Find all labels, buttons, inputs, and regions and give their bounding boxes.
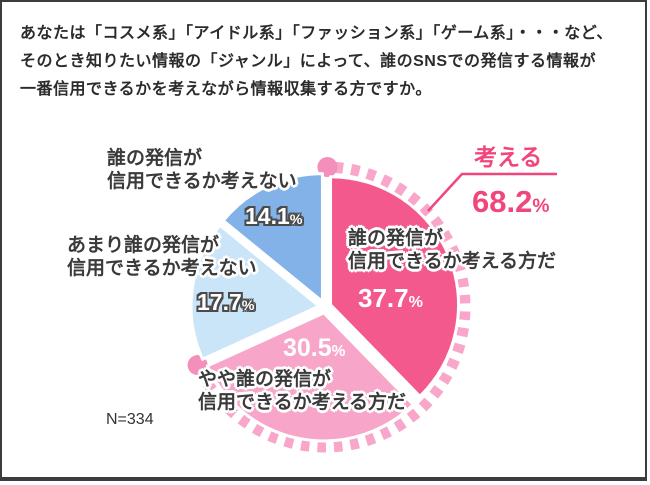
sample-size-label: N=334 bbox=[106, 411, 154, 428]
slice-label-line: 信用できるか考えない bbox=[67, 258, 257, 279]
percent-value: 17.7 bbox=[197, 289, 242, 315]
pie-slice-rarely-consider bbox=[189, 223, 321, 361]
callout-leader-line bbox=[427, 172, 557, 212]
percent-value: 14.1 bbox=[245, 203, 290, 229]
slice-label-consider: 誰の発信が 信用できるか考える方だ bbox=[348, 227, 556, 273]
percent-sign: % bbox=[331, 343, 346, 360]
pie-slice-somewhat-consider bbox=[205, 311, 415, 443]
emphasis-dashed-arc bbox=[196, 161, 471, 453]
slice-label-rarely-consider: あまり誰の発信が 信用できるか考えない bbox=[67, 234, 257, 280]
percent-value: 68.2 bbox=[472, 184, 533, 219]
percent-value: 30.5 bbox=[283, 334, 332, 362]
slice-percent-not-consider: 14.1% bbox=[245, 203, 302, 230]
percent-sign: % bbox=[532, 196, 550, 217]
slice-label-line: あまり誰の発信が bbox=[67, 235, 220, 256]
slice-percent-somewhat-consider: 30.5% bbox=[283, 334, 345, 363]
slice-label-line: 誰の発信が bbox=[107, 148, 203, 169]
question-line-2: そのとき知りたい情報の「ジャンル」によって、誰のSNSでの発信する情報が bbox=[20, 53, 597, 70]
slice-label-line: 信用できるか考える方だ bbox=[348, 251, 557, 272]
slice-label-line: やや誰の発信が bbox=[198, 369, 332, 390]
question-line-3: 一番信用できるかを考えながら情報収集する方ですか。 bbox=[20, 81, 432, 98]
percent-sign: % bbox=[289, 212, 303, 228]
question-line-1: あなたは「コスメ系」「アイドル系」「ファッション系」「ゲーム系」・・・など、 bbox=[20, 25, 613, 42]
slice-label-not-consider: 誰の発信が 信用できるか考えない bbox=[107, 147, 297, 193]
question-text: あなたは「コスメ系」「アイドル系」「ファッション系」「ゲーム系」・・・など、 そ… bbox=[20, 20, 634, 104]
slice-label-line: 誰の発信が bbox=[348, 228, 444, 249]
pie-slice-consider bbox=[329, 175, 461, 398]
callout-percent: 68.2% bbox=[472, 184, 549, 220]
pie-slice-not-consider bbox=[221, 172, 324, 304]
percent-sign: % bbox=[241, 298, 255, 314]
slice-percent-consider: 37.7% bbox=[358, 283, 423, 314]
percent-sign: % bbox=[408, 293, 423, 311]
callout-label: 考える bbox=[474, 144, 543, 170]
slice-label-line: 信用できるか考える方だ bbox=[198, 392, 407, 413]
arc-start-dot bbox=[317, 157, 338, 178]
percent-value: 37.7 bbox=[358, 283, 409, 313]
slice-percent-rarely-consider: 17.7% bbox=[197, 289, 254, 316]
slice-label-somewhat-consider: やや誰の発信が 信用できるか考える方だ bbox=[198, 368, 406, 414]
slice-label-line: 信用できるか考えない bbox=[107, 171, 297, 192]
